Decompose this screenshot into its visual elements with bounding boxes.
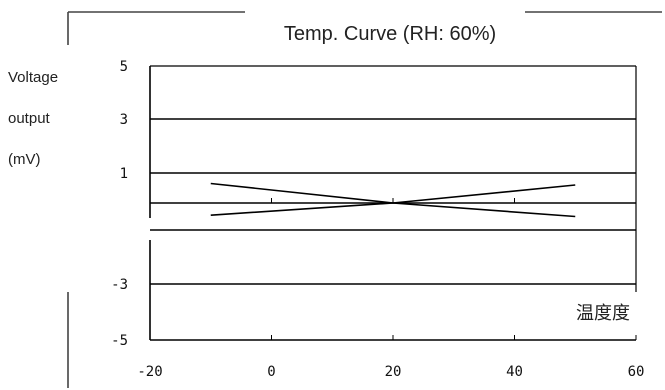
x-tick-label: 20 [385, 364, 402, 380]
x-tick-label: -20 [137, 364, 162, 380]
y-tick-label: -3 [111, 277, 128, 293]
series-line-2 [210, 184, 576, 216]
y-tick-label: -5 [111, 333, 128, 349]
x-tick-label: 60 [628, 364, 645, 380]
y-axis-label-line-1: Voltage [8, 69, 58, 86]
y-tick-label: 1 [120, 166, 128, 182]
x-axis-label: 温度度 [576, 303, 630, 323]
x-tick-label: 40 [506, 364, 523, 380]
y-axis-label-line-3: (mV) [8, 151, 41, 168]
y-axis-label-line-2: output [8, 110, 51, 127]
chart-title: Temp. Curve (RH: 60%) [284, 23, 496, 45]
x-tick-label: 0 [267, 364, 275, 380]
y-tick-label: 3 [120, 112, 128, 128]
y-tick-label: 5 [120, 59, 128, 75]
